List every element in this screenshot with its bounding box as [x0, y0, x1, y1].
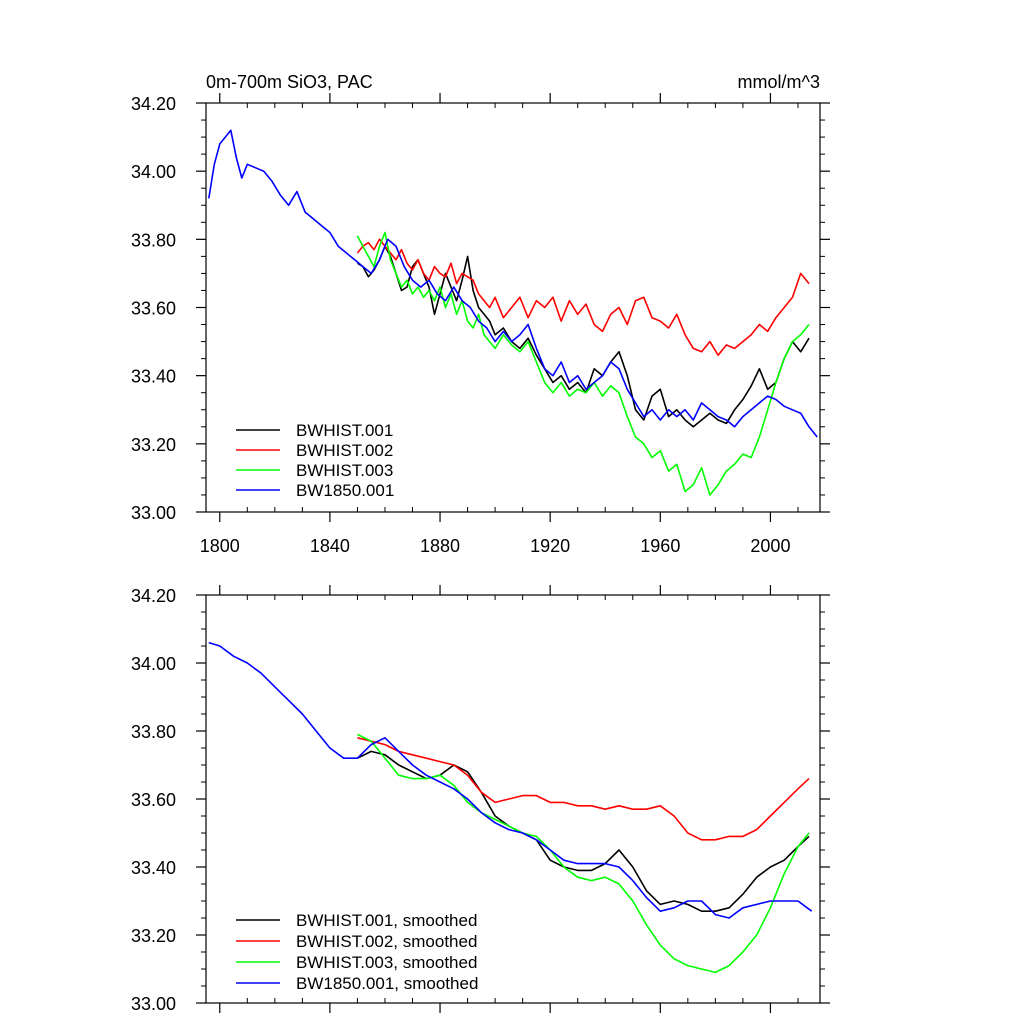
top-x-tick-label: 1840 [310, 536, 350, 556]
bottom-y-tick-label: 34.00 [131, 654, 176, 674]
top-panel: 0m-700m SiO3, PAC mmol/m^3 1800 1840 1880 1… [131, 72, 830, 556]
top-y-tick-label: 33.00 [131, 503, 176, 523]
bottom-series-line-bwhist-002-smoothed [357, 737, 810, 841]
bottom-y-tick-label: 34.20 [131, 586, 176, 606]
top-legend-label-bwhist-003: BWHIST.003 [296, 461, 393, 480]
bottom-y-tick-label: 33.80 [131, 722, 176, 742]
top-title-right: mmol/m^3 [738, 72, 820, 92]
top-y-tick-label: 33.20 [131, 435, 176, 455]
bottom-legend-label-bwhist-003-smoothed: BWHIST.003, smoothed [296, 953, 477, 972]
bottom-legend-label-bw1850-001-smoothed: BW1850.001, smoothed [296, 974, 478, 993]
bottom-y-tick-label: 33.20 [131, 926, 176, 946]
top-y-tick-label: 34.20 [131, 94, 176, 114]
bottom-y-tick-label: 33.00 [131, 994, 176, 1014]
top-y-tick-label: 33.60 [131, 299, 176, 319]
top-title-left: 0m-700m SiO3, PAC [206, 72, 373, 92]
bottom-legend-label-bwhist-002-smoothed: BWHIST.002, smoothed [296, 932, 477, 951]
top-y-tick-label: 33.40 [131, 367, 176, 387]
top-series-line-bwhist-003 [356, 231, 810, 496]
top-x-tick-label: 1920 [530, 536, 570, 556]
top-legend-label-bw1850-001: BW1850.001 [296, 481, 394, 500]
bottom-y-tick-label: 33.60 [131, 790, 176, 810]
top-x-tick-label: 1800 [200, 536, 240, 556]
top-plot-area: 1800 1840 1880 1920 1960 2000 33.00 33.20 33.40 3… [131, 93, 830, 556]
top-series-line-bw1850-001 [208, 129, 818, 438]
bottom-panel: 33.00 33.20 33.40 33.60 33.80 34.00 34.20 BWHIS… [131, 585, 830, 1014]
top-x-tick-label: 2000 [750, 536, 790, 556]
top-legend-label-bwhist-001: BWHIST.001 [296, 421, 393, 440]
bottom-series-line-bw1850-001-smoothed [208, 641, 813, 919]
top-x-tick-label: 1880 [420, 536, 460, 556]
bottom-series-line-bwhist-001-smoothed [357, 750, 810, 913]
top-series-line-bwhist-001 [356, 245, 810, 428]
top-legend-label-bwhist-002: BWHIST.002 [296, 441, 393, 460]
bottom-y-tick-label: 33.40 [131, 858, 176, 878]
top-x-tick-label: 1960 [640, 536, 680, 556]
bottom-legend-label-bwhist-001-smoothed: BWHIST.001, smoothed [296, 911, 477, 930]
top-y-tick-label: 33.80 [131, 230, 176, 250]
top-series-line-bwhist-002 [356, 238, 810, 357]
top-y-tick-label: 34.00 [131, 162, 176, 182]
bottom-series-line-bwhist-003-smoothed [357, 733, 810, 974]
bottom-plot-area: 33.00 33.20 33.40 33.60 33.80 34.00 34.20 BWHIS… [131, 585, 830, 1014]
